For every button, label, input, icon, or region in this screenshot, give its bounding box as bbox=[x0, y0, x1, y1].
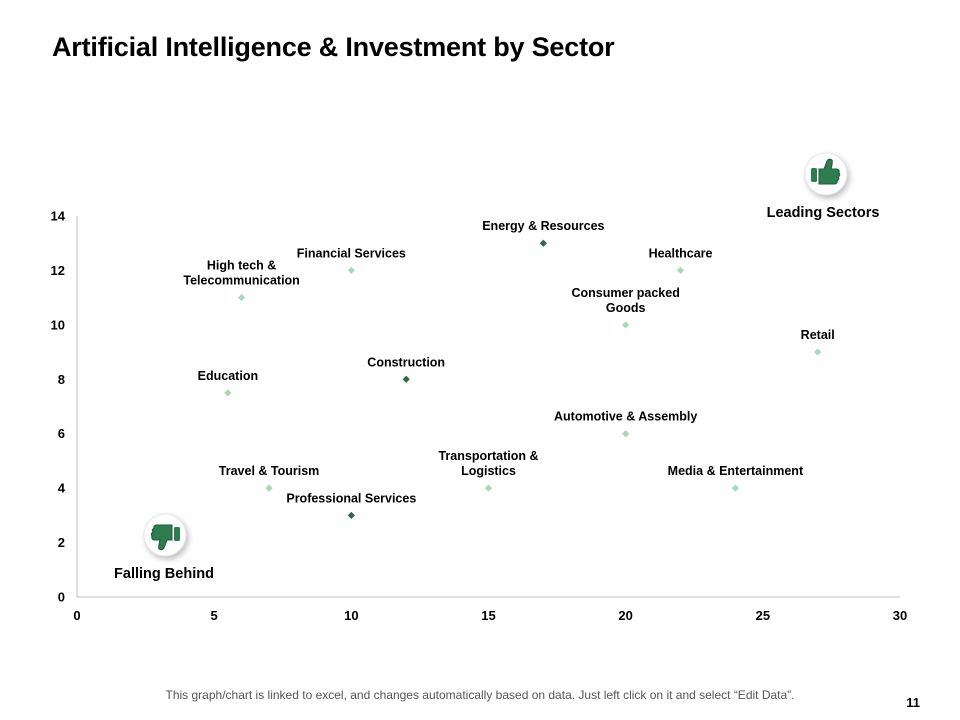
point-marker[interactable] bbox=[484, 484, 493, 492]
falling-behind-label: Falling Behind bbox=[114, 566, 214, 582]
data-point[interactable]: Media & Entertainment bbox=[668, 464, 804, 492]
data-point[interactable]: Education bbox=[198, 369, 258, 397]
data-point[interactable]: Energy & Resources bbox=[482, 219, 605, 247]
thumbs-down-icon bbox=[150, 524, 180, 551]
data-point[interactable]: Professional Services bbox=[286, 491, 416, 519]
point-marker[interactable] bbox=[347, 266, 355, 275]
point-marker[interactable] bbox=[238, 294, 246, 302]
point-label: Retail bbox=[801, 328, 835, 342]
point-label: Financial Services bbox=[297, 246, 406, 260]
point-label: Travel & Tourism bbox=[219, 464, 320, 478]
point-label: Education bbox=[198, 369, 258, 383]
x-tick-label: 10 bbox=[344, 608, 358, 623]
point-marker[interactable] bbox=[347, 511, 355, 519]
point-marker[interactable] bbox=[402, 375, 410, 383]
point-label: High tech & bbox=[207, 259, 276, 273]
point-marker[interactable] bbox=[676, 266, 685, 275]
data-point[interactable]: Retail bbox=[801, 328, 835, 356]
point-label: Transportation & bbox=[438, 449, 538, 463]
point-label: Professional Services bbox=[286, 491, 416, 505]
x-tick-label: 25 bbox=[756, 608, 770, 623]
y-tick-label: 4 bbox=[58, 481, 66, 496]
point-label: Telecommunication bbox=[183, 274, 299, 288]
leading-sectors-label: Leading Sectors bbox=[767, 205, 880, 221]
x-tick-label: 15 bbox=[481, 608, 495, 623]
x-tick-label: 5 bbox=[211, 608, 218, 623]
data-point[interactable]: Healthcare bbox=[649, 246, 713, 275]
data-point[interactable]: High tech &Telecommunication bbox=[183, 259, 300, 302]
point-label: Construction bbox=[367, 355, 445, 369]
point-label: Logistics bbox=[461, 464, 516, 478]
y-tick-labels: 0 2 4 6 8 10 12 14 bbox=[51, 209, 66, 605]
x-tick-label: 0 bbox=[73, 608, 80, 623]
y-tick-label: 8 bbox=[58, 372, 65, 387]
leading-sectors-badge: Leading Sectors bbox=[767, 152, 880, 221]
thumbs-up-icon bbox=[811, 158, 841, 185]
page-title: Artificial Intelligence & Investment by … bbox=[52, 32, 615, 62]
data-points[interactable]: Energy & Resources Financial Services Heal… bbox=[183, 219, 835, 519]
y-tick-label: 6 bbox=[58, 426, 65, 441]
y-tick-label: 12 bbox=[51, 263, 65, 278]
point-label: Energy & Resources bbox=[482, 219, 604, 233]
y-tick-label: 2 bbox=[58, 535, 65, 550]
point-marker[interactable] bbox=[731, 484, 739, 492]
x-tick-label: 20 bbox=[618, 608, 632, 623]
point-marker[interactable] bbox=[814, 348, 822, 356]
point-marker[interactable] bbox=[622, 430, 630, 438]
y-tick-label: 10 bbox=[51, 317, 65, 332]
point-marker[interactable] bbox=[224, 389, 232, 397]
x-tick-label: 30 bbox=[893, 608, 907, 623]
point-label: Consumer packed bbox=[571, 286, 679, 300]
y-tick-label: 14 bbox=[51, 209, 66, 224]
falling-behind-badge: Falling Behind bbox=[114, 513, 214, 582]
footnote: This graph/chart is linked to excel, and… bbox=[165, 688, 795, 702]
y-tick-label: 0 bbox=[58, 590, 65, 605]
point-label: Media & Entertainment bbox=[668, 464, 804, 478]
point-label: Goods bbox=[606, 301, 646, 315]
data-point[interactable]: Financial Services bbox=[297, 246, 406, 275]
point-label: Automotive & Assembly bbox=[554, 410, 697, 424]
point-marker[interactable] bbox=[539, 239, 547, 247]
data-point[interactable]: Automotive & Assembly bbox=[554, 410, 697, 438]
data-point[interactable]: Transportation &Logistics bbox=[438, 449, 539, 492]
point-label: Healthcare bbox=[649, 246, 713, 260]
data-point[interactable]: Construction bbox=[367, 355, 445, 383]
x-tick-labels: 0 5 10 15 20 25 30 bbox=[73, 608, 907, 623]
point-marker[interactable] bbox=[265, 484, 273, 492]
data-point[interactable]: Travel & Tourism bbox=[219, 464, 320, 492]
point-marker[interactable] bbox=[622, 321, 630, 329]
page-number: 11 bbox=[906, 695, 920, 710]
